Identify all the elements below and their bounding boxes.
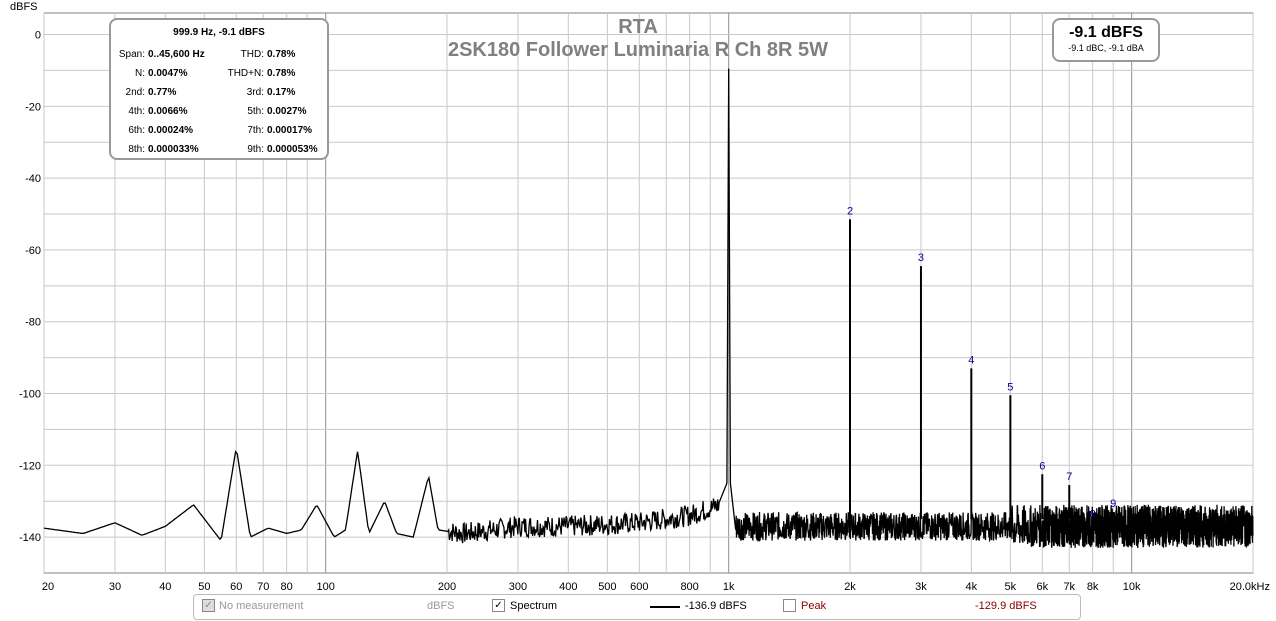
info-label: 7th:	[247, 125, 264, 136]
x-tick-label: 8k	[1087, 581, 1099, 590]
level-readout: -9.1 dBFS -9.1 dBC, -9.1 dBA	[1052, 18, 1160, 62]
harmonic-label: 4	[968, 354, 974, 366]
x-tick-label: 30	[109, 581, 121, 590]
x-axis-ticks: 20 30 40 50 60 70 80 100 200 300 400 500 600 800 1k 2k 3…	[42, 581, 1270, 590]
info-value: 0.17%	[267, 87, 296, 98]
info-row: 4th: 0.0066% 5th: 0.0027%	[111, 102, 327, 121]
x-tick-label: 60	[230, 581, 242, 590]
level-main: -9.1 dBFS	[1069, 24, 1143, 41]
y-tick-label: -100	[19, 389, 41, 401]
y-tick-label: -60	[25, 245, 41, 257]
y-tick-label: -80	[25, 317, 41, 329]
x-tick-label: 1k	[723, 581, 735, 590]
x-tick-label: 6k	[1036, 581, 1048, 590]
no-measurement-checkbox[interactable]: ✓	[202, 599, 215, 612]
x-tick-label: 4k	[966, 581, 978, 590]
x-tick-label: 40	[159, 581, 171, 590]
y-axis-label: dBFS	[10, 1, 38, 13]
info-label: THD+N:	[227, 68, 264, 79]
info-row: 8th: 0.000033% 9th: 0.000053%	[111, 140, 327, 159]
x-tick-label: 5k	[1005, 581, 1017, 590]
info-value: 0.78%	[267, 68, 296, 79]
info-label: 8th:	[128, 144, 145, 155]
peak-value: -129.9 dBFS	[975, 600, 1037, 612]
x-tick-label: 20.0kHz	[1230, 581, 1270, 590]
info-value: 0.000053%	[267, 144, 318, 155]
info-value: 0.77%	[148, 87, 177, 98]
harmonic-label: 2	[847, 205, 853, 217]
x-tick-label: 3k	[915, 581, 927, 590]
harmonic-label: 8	[1090, 509, 1096, 521]
harmonic-label: 7	[1066, 471, 1072, 483]
harmonic-label: 5	[1007, 381, 1013, 393]
harmonic-label: 3	[918, 252, 924, 264]
spectrum-label: Spectrum	[510, 600, 558, 612]
info-header: 999.9 Hz, -9.1 dBFS	[173, 27, 265, 38]
no-measurement-label: No measurement	[219, 600, 304, 612]
x-tick-label: 400	[559, 581, 577, 590]
info-label: 9th:	[247, 144, 264, 155]
x-tick-label: 600	[630, 581, 648, 590]
info-label: Span:	[118, 49, 145, 60]
x-tick-label: 300	[509, 581, 527, 590]
info-value: 0.00024%	[148, 125, 194, 136]
y-tick-label: -140	[19, 532, 41, 544]
spectrum-swatch	[650, 606, 680, 608]
info-value: 0.0027%	[267, 106, 307, 117]
info-label: 2nd:	[125, 87, 145, 98]
x-tick-label: 10k	[1123, 581, 1141, 590]
chart-subtitle: 2SK180 Follower Luminaria R Ch 8R 5W	[448, 39, 828, 61]
info-row: 6th: 0.00024% 7th: 0.00017%	[111, 121, 327, 140]
info-row: N: 0.0047% THD+N: 0.78%	[111, 64, 327, 83]
harmonic-label: 6	[1039, 460, 1045, 472]
info-label: THD:	[240, 49, 264, 60]
chart-title: RTA	[618, 16, 658, 38]
x-tick-label: 100	[317, 581, 335, 590]
info-value: 0.0047%	[148, 68, 188, 79]
x-tick-label: 50	[198, 581, 210, 590]
legend-bar: ✓ No measurement dBFS ✓ Spectrum -136.9 …	[193, 594, 1081, 620]
info-value: 0.78%	[267, 49, 296, 60]
x-tick-label: 800	[680, 581, 698, 590]
y-tick-label: -40	[25, 173, 41, 185]
x-tick-label: 500	[598, 581, 616, 590]
info-row: Span: 0..45,600 Hz THD: 0.78%	[111, 45, 327, 64]
distortion-info-box: 999.9 Hz, -9.1 dBFS Span: 0..45,600 Hz THD…	[109, 18, 329, 160]
peak-checkbox[interactable]	[783, 599, 796, 612]
info-label: 3rd:	[246, 87, 264, 98]
spectrum-checkbox[interactable]: ✓	[492, 599, 505, 612]
info-value: 0.000033%	[148, 144, 199, 155]
peak-label: Peak	[801, 600, 827, 612]
level-sub: -9.1 dBC, -9.1 dBA	[1068, 43, 1144, 53]
info-label: 5th:	[247, 106, 264, 117]
info-label: 4th:	[128, 106, 145, 117]
info-value: 0..45,600 Hz	[148, 49, 205, 60]
spectrum-value: -136.9 dBFS	[685, 600, 747, 612]
legend-unit: dBFS	[427, 600, 455, 612]
x-tick-label: 2k	[844, 581, 856, 590]
x-tick-label: 20	[42, 581, 54, 590]
x-tick-label: 70	[257, 581, 269, 590]
info-value: 0.0066%	[148, 106, 188, 117]
y-tick-label: -120	[19, 460, 41, 472]
info-row: 2nd: 0.77% 3rd: 0.17%	[111, 83, 327, 102]
harmonic-label: 9	[1110, 498, 1116, 510]
x-tick-label: 80	[281, 581, 293, 590]
x-tick-label: 7k	[1063, 581, 1075, 590]
x-tick-label: 200	[438, 581, 456, 590]
info-label: 6th:	[128, 125, 145, 136]
y-tick-label: -20	[25, 101, 41, 113]
info-value: 0.00017%	[267, 125, 313, 136]
y-axis-ticks: 0 -20 -40 -60 -80 -100 -120 -140	[19, 30, 41, 545]
info-label: N:	[135, 68, 145, 79]
harmonic-markers: 2 3 4 5 6 7 8 9	[847, 205, 1116, 523]
y-tick-label: 0	[35, 30, 41, 42]
spectrum-trace	[43, 68, 1254, 548]
